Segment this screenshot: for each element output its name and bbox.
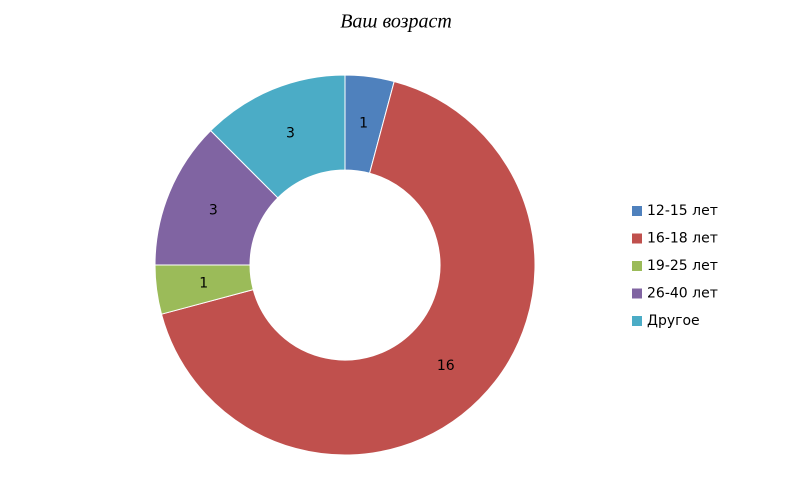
legend-swatch xyxy=(632,288,642,299)
chart-title: Ваш возраст xyxy=(340,11,452,33)
data-label: 1 xyxy=(359,116,368,132)
legend-label: 12-15 лет xyxy=(647,203,718,219)
data-label: 1 xyxy=(199,276,208,292)
legend-label: Другое xyxy=(647,313,700,329)
legend-swatch xyxy=(632,261,642,271)
data-label: 16 xyxy=(437,358,455,374)
legend-swatch xyxy=(632,206,642,216)
legend-swatch xyxy=(632,233,642,244)
legend-label: 19-25 лет xyxy=(647,258,718,274)
donut-segment xyxy=(160,80,536,456)
legend-label: 16-18 лет xyxy=(647,231,718,247)
legend-swatch xyxy=(632,316,642,326)
data-label: 3 xyxy=(209,202,218,218)
donut-segment xyxy=(209,74,346,199)
legend-label: 26-40 лет xyxy=(647,286,718,302)
data-label: 3 xyxy=(286,125,295,141)
